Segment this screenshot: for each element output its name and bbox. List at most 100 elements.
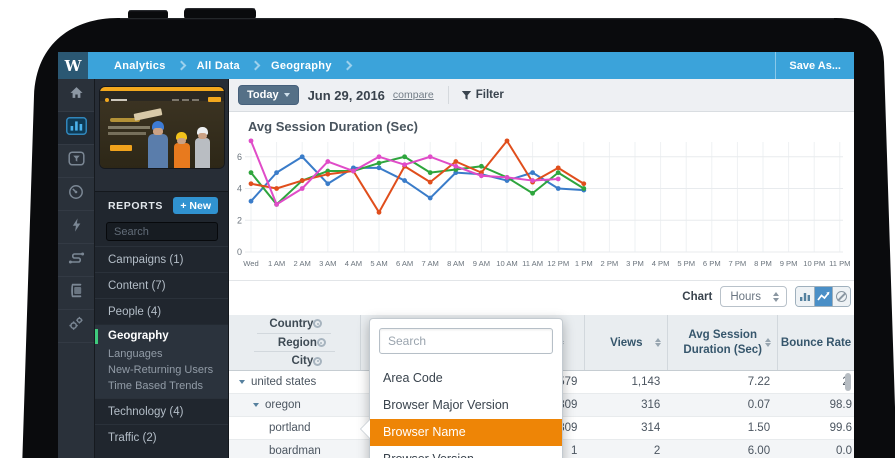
series-orange-point[interactable] bbox=[427, 179, 433, 185]
group-header-region[interactable]: Region bbox=[253, 334, 335, 353]
rail-item-retention[interactable] bbox=[58, 178, 94, 211]
breadcrumb-all-data[interactable]: All Data bbox=[196, 59, 240, 72]
compare-link[interactable]: compare bbox=[392, 89, 434, 101]
row-name[interactable]: portland bbox=[269, 422, 311, 434]
series-magenta-point[interactable] bbox=[530, 178, 535, 183]
filter-button[interactable]: Filter bbox=[461, 89, 504, 101]
series-magenta-point[interactable] bbox=[453, 163, 459, 169]
group-header-country[interactable]: Country bbox=[257, 315, 332, 334]
bar-chart-mode-button[interactable] bbox=[796, 287, 814, 306]
series-blue-point[interactable] bbox=[427, 195, 433, 201]
worker-figure bbox=[148, 121, 168, 168]
series-orange-point[interactable] bbox=[248, 181, 254, 187]
dropdown-item-browser-version[interactable]: Browser Version bbox=[370, 446, 562, 458]
cell-bounce-rate: 98.9 bbox=[829, 399, 853, 411]
series-orange-point[interactable] bbox=[581, 181, 587, 187]
expand-caret-icon[interactable] bbox=[239, 380, 245, 384]
series-orange-point[interactable] bbox=[453, 159, 459, 164]
date-range-button[interactable]: Today bbox=[238, 85, 299, 105]
rail-item-profiles[interactable] bbox=[58, 277, 94, 310]
expand-caret-icon[interactable] bbox=[253, 403, 259, 407]
nav-report-time-based-trends[interactable]: Time Based Trends bbox=[108, 380, 203, 392]
series-magenta-point[interactable] bbox=[555, 176, 561, 182]
breadcrumb-analytics[interactable]: Analytics bbox=[114, 59, 166, 72]
series-green-point[interactable] bbox=[555, 170, 561, 176]
dimension-circle-icon[interactable] bbox=[316, 338, 326, 347]
series-blue-point[interactable] bbox=[376, 165, 382, 171]
rail-item-settings[interactable] bbox=[58, 310, 94, 343]
series-orange-point[interactable] bbox=[325, 171, 331, 177]
nav-report-new-returning-users[interactable]: New-Returning Users bbox=[108, 364, 214, 376]
group-header-city[interactable]: City bbox=[258, 352, 332, 370]
nav-report-languages[interactable]: Languages bbox=[108, 348, 163, 360]
series-magenta-point[interactable] bbox=[351, 168, 356, 174]
series-magenta-point[interactable] bbox=[504, 174, 510, 180]
nav-section-campaigns-1[interactable]: Campaigns (1) bbox=[95, 246, 228, 272]
dropdown-search-input[interactable] bbox=[379, 328, 553, 354]
series-magenta-point[interactable] bbox=[376, 154, 382, 160]
series-magenta-point[interactable] bbox=[325, 159, 331, 164]
column-header-views[interactable]: Views bbox=[585, 315, 669, 370]
series-green-point[interactable] bbox=[248, 170, 254, 176]
series-blue-point[interactable] bbox=[402, 178, 407, 183]
series-green-point[interactable] bbox=[581, 186, 587, 191]
row-name[interactable]: united states bbox=[229, 376, 361, 388]
new-report-button[interactable]: + New bbox=[173, 197, 218, 214]
series-orange-point[interactable] bbox=[299, 178, 305, 183]
dropdown-item-area-code[interactable]: Area Code bbox=[383, 371, 443, 385]
nav-section-people-4[interactable]: People (4) bbox=[95, 298, 228, 324]
series-orange-point[interactable] bbox=[504, 138, 510, 144]
dimension-circle-icon[interactable] bbox=[313, 356, 323, 366]
interval-select[interactable]: Hours bbox=[720, 286, 787, 307]
sort-icon[interactable] bbox=[765, 337, 772, 347]
nav-report-geography[interactable]: Geography bbox=[95, 327, 228, 346]
series-blue-point[interactable] bbox=[325, 181, 331, 187]
dropdown-item-browser-major-version[interactable]: Browser Major Version bbox=[383, 398, 509, 412]
series-magenta-point[interactable] bbox=[479, 173, 484, 179]
disable-chart-mode-button[interactable] bbox=[832, 287, 850, 306]
series-blue-point[interactable] bbox=[555, 186, 561, 191]
line-chart[interactable]: 0 2 4 6 Wed 1 AM 2 AM 3 AM 4 AM 5 AM 6 AM 7 AM 8 AM 9… bbox=[235, 136, 851, 278]
series-magenta-point[interactable] bbox=[402, 162, 407, 168]
series-orange-point[interactable] bbox=[555, 165, 561, 171]
reports-search-input[interactable] bbox=[106, 222, 218, 241]
series-blue-point[interactable] bbox=[248, 198, 254, 204]
rail-item-journeys[interactable] bbox=[58, 244, 94, 277]
save-as-button[interactable]: Save As... bbox=[775, 52, 854, 79]
series-magenta-point[interactable] bbox=[248, 138, 254, 144]
sort-icon[interactable] bbox=[655, 337, 662, 347]
series-green-point[interactable] bbox=[530, 190, 535, 196]
rail-item-bar-chart[interactable] bbox=[58, 112, 94, 145]
rail-item-home[interactable] bbox=[58, 79, 94, 112]
series-magenta-point[interactable] bbox=[299, 186, 305, 191]
vertical-scrollbar[interactable] bbox=[845, 373, 851, 391]
series-blue-point[interactable] bbox=[274, 170, 279, 176]
line-chart-mode-button[interactable] bbox=[814, 287, 832, 306]
series-green-point[interactable] bbox=[376, 160, 382, 166]
dimension-circle-icon[interactable] bbox=[313, 319, 323, 329]
series-blue-point[interactable] bbox=[530, 170, 535, 176]
row-name[interactable]: oregon bbox=[229, 399, 361, 411]
website-thumbnail[interactable] bbox=[100, 87, 224, 168]
row-name[interactable]: boardman bbox=[269, 445, 321, 457]
svg-text:3 AM: 3 AM bbox=[319, 259, 336, 268]
column-header-avg-session[interactable]: Avg Session Duration (Sec) bbox=[668, 315, 779, 370]
rail-item-triggers[interactable] bbox=[58, 211, 94, 244]
column-header-bounce-rate[interactable]: Bounce Rate bbox=[780, 336, 852, 349]
series-blue-point[interactable] bbox=[299, 154, 305, 160]
breadcrumb-geography[interactable]: Geography bbox=[270, 59, 332, 72]
dropdown-item-browser-name[interactable]: Browser Name bbox=[370, 419, 562, 446]
series-green-point[interactable] bbox=[427, 170, 433, 176]
app-logo[interactable]: W bbox=[58, 52, 88, 79]
series-magenta-point[interactable] bbox=[274, 201, 279, 207]
series-orange-point[interactable] bbox=[376, 209, 382, 215]
series-green-point[interactable] bbox=[402, 154, 407, 160]
rail-item-funnel-report[interactable] bbox=[58, 145, 94, 178]
funnel-icon bbox=[461, 90, 471, 100]
series-green-point[interactable] bbox=[479, 163, 484, 169]
series-orange-point[interactable] bbox=[274, 186, 279, 191]
series-magenta-point[interactable] bbox=[427, 154, 433, 160]
nav-section-traffic-2[interactable]: Traffic (2) bbox=[95, 424, 228, 450]
nav-section-content-7[interactable]: Content (7) bbox=[95, 272, 228, 298]
nav-section-technology-4[interactable]: Technology (4) bbox=[95, 398, 228, 424]
